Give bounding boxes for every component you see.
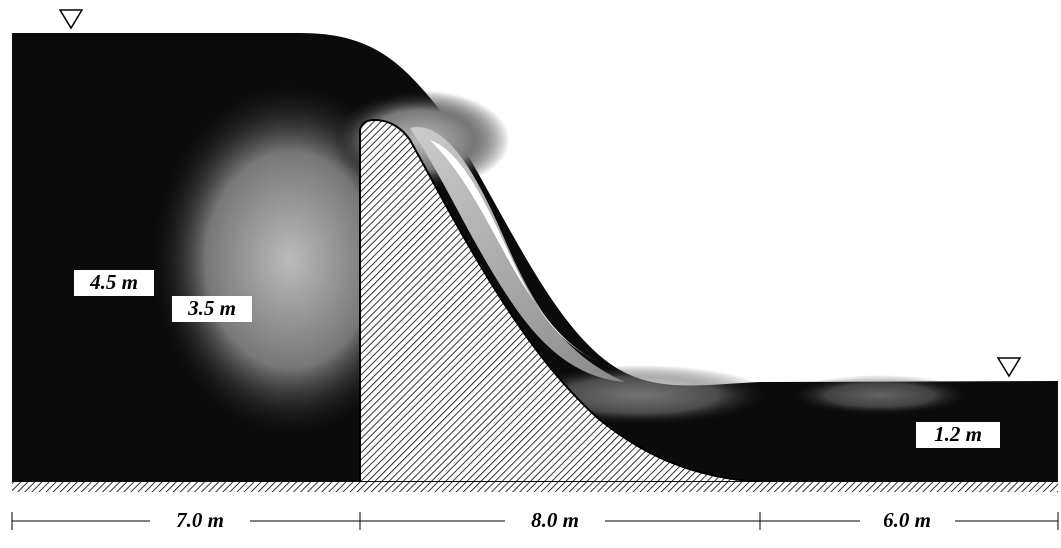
spillway (359, 118, 761, 483)
upstream-depth: 4.5 m (89, 270, 138, 294)
dimension-label: 6.0 m (883, 508, 931, 532)
water-level-symbol (58, 9, 84, 30)
label-box (74, 270, 154, 296)
downstream-depth: 1.2 m (934, 422, 982, 446)
label-box (172, 296, 252, 322)
water-level-symbol (996, 357, 1022, 378)
ground (12, 482, 1058, 492)
weir-height: 3.5 m (187, 296, 236, 320)
dimension-line (11, 512, 1059, 530)
label-box (916, 422, 1000, 448)
depth-labels: 4.5 m 3.5 m 1.2 m (74, 270, 1000, 448)
dimension-label: 7.0 m (176, 508, 224, 532)
dimension-label: 8.0 m (531, 508, 579, 532)
